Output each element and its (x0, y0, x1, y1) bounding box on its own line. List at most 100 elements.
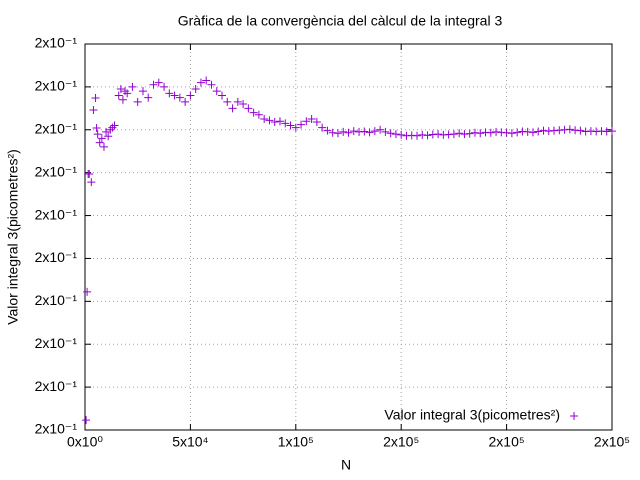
point (218, 91, 227, 100)
y-tick-label: 2x10⁻¹ (35, 78, 78, 94)
point (116, 85, 125, 94)
point (196, 78, 205, 87)
point (476, 129, 485, 138)
y-tick-label: 2x10⁻¹ (35, 421, 78, 437)
point (97, 134, 106, 143)
point (202, 76, 211, 85)
point (114, 91, 123, 100)
point (170, 91, 179, 100)
x-tick-label: 2x10⁵ (489, 434, 525, 450)
point (260, 115, 269, 124)
point (281, 119, 290, 128)
point (323, 126, 332, 135)
point (381, 127, 390, 136)
point (291, 123, 300, 132)
point (191, 85, 200, 94)
point (528, 128, 537, 137)
point (275, 117, 284, 126)
point (186, 91, 195, 100)
point (239, 100, 248, 109)
point (333, 129, 342, 138)
point (160, 82, 169, 91)
point (576, 126, 585, 135)
point (138, 87, 147, 96)
point (608, 127, 616, 136)
point (397, 130, 406, 139)
point (175, 93, 184, 102)
point (149, 80, 158, 89)
point (513, 128, 522, 137)
plot-border (84, 43, 613, 431)
point (297, 120, 306, 129)
point (133, 97, 142, 106)
x-tick-label: 0x10⁰ (67, 434, 103, 450)
point (102, 127, 111, 136)
point (82, 416, 91, 425)
y-tick-label: 2x10⁻¹ (35, 163, 78, 179)
point (365, 128, 374, 137)
point (318, 123, 327, 132)
point (108, 123, 117, 132)
point (534, 127, 543, 136)
point (165, 89, 174, 98)
point (391, 130, 400, 139)
point (99, 142, 108, 151)
point (106, 125, 115, 134)
point (507, 129, 516, 138)
point (104, 132, 113, 141)
point (212, 87, 221, 96)
point (121, 87, 130, 96)
point (449, 130, 458, 139)
y-tick-label: 2x10⁻¹ (35, 206, 78, 222)
point (110, 121, 119, 130)
point (244, 104, 253, 113)
point (91, 94, 100, 103)
point (118, 95, 127, 104)
y-tick-label: 2x10⁻¹ (35, 120, 78, 136)
point (233, 97, 242, 106)
point (92, 124, 101, 133)
x-axis-label: N (341, 457, 351, 473)
point (83, 287, 92, 296)
point (344, 128, 353, 137)
point (181, 97, 190, 106)
y-tick-label: 2x10⁻¹ (35, 249, 78, 265)
point (434, 130, 443, 139)
point (93, 130, 102, 139)
point (376, 125, 385, 134)
y-tick-label: 2x10⁻¹ (35, 378, 78, 394)
y-tick-label: 2x10⁻¹ (35, 292, 78, 308)
point (386, 129, 395, 138)
point (307, 115, 316, 124)
legend-label: Valor integral 3(picometres²) (384, 407, 560, 423)
legend-marker (570, 412, 578, 420)
point (413, 131, 422, 140)
y-tick-label: 2x10⁻¹ (35, 335, 78, 351)
point (249, 108, 258, 117)
point (123, 89, 132, 98)
point (87, 178, 96, 187)
point (486, 128, 495, 137)
point (228, 104, 237, 113)
point (302, 117, 311, 126)
x-tick-label: 5x10⁴ (172, 434, 208, 450)
point (85, 169, 94, 178)
point (89, 106, 98, 115)
point (565, 125, 574, 134)
point (360, 127, 369, 136)
y-axis-label: Valor integral 3(picometres²) (5, 149, 21, 325)
point (144, 93, 153, 102)
point (154, 78, 163, 87)
point (207, 80, 216, 89)
point (265, 116, 274, 125)
point (455, 129, 464, 138)
point (270, 118, 279, 127)
x-tick-label: 2x10⁵ (594, 434, 630, 450)
point (339, 127, 348, 136)
point (423, 131, 432, 140)
point (95, 138, 104, 147)
point (370, 127, 379, 136)
chart-title: Gràfica de la convergència del càlcul de… (178, 13, 503, 29)
point (465, 129, 474, 138)
